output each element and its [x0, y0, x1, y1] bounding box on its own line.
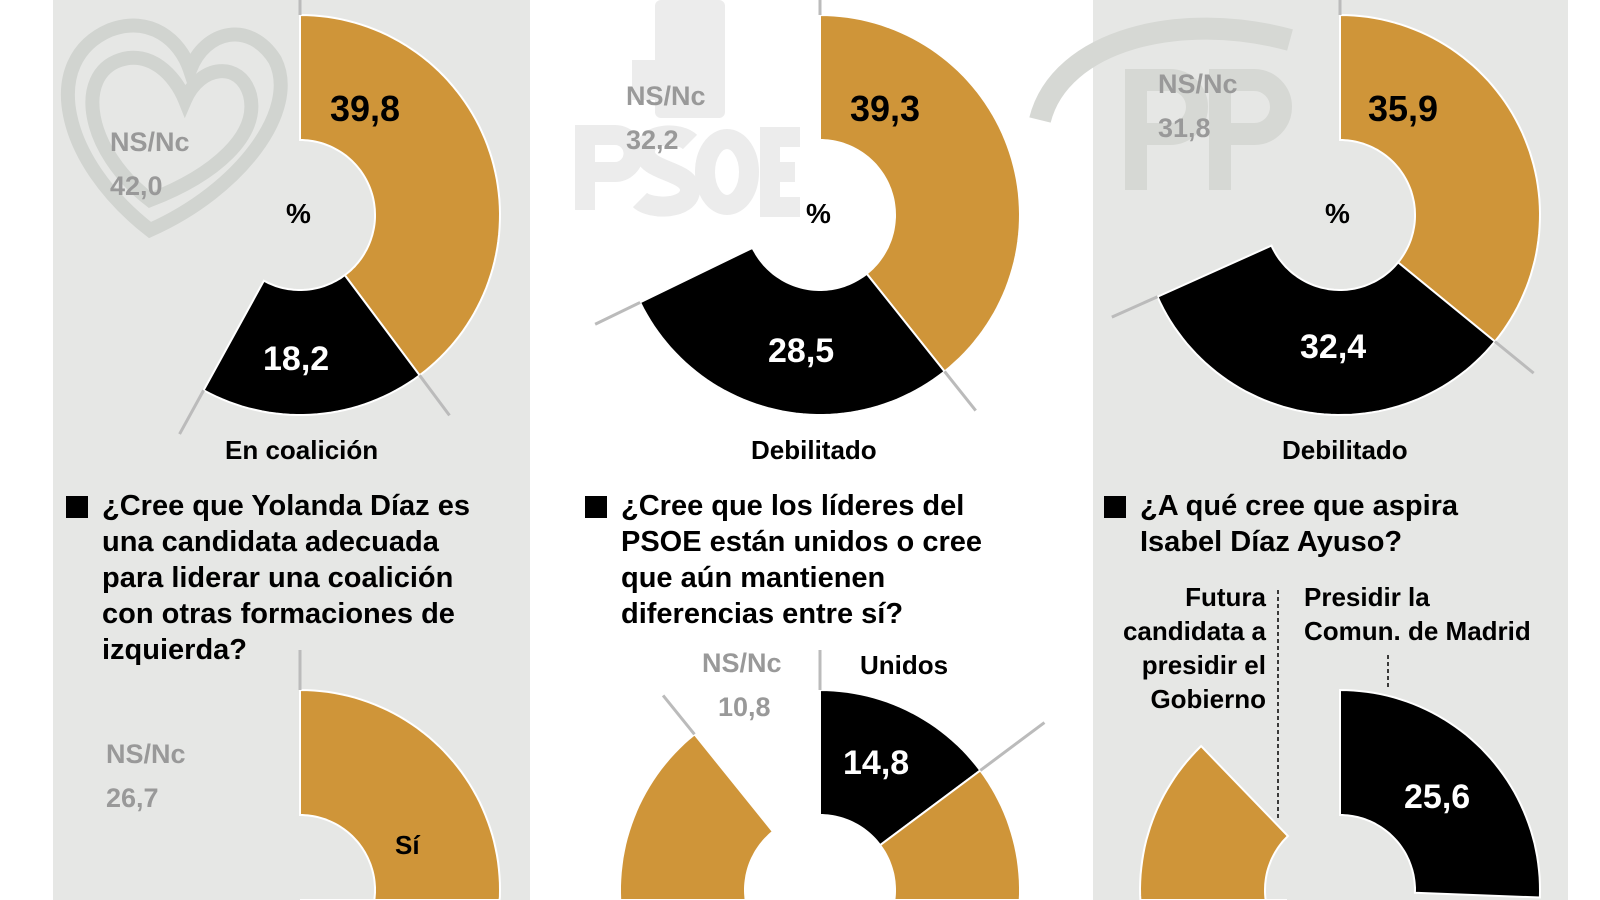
- slice-name-line: Gobierno: [1150, 684, 1266, 714]
- question-line: PSOE están unidos o cree: [621, 526, 982, 558]
- slice-label: 25,6: [1404, 778, 1471, 816]
- slice-label: 28,5: [768, 332, 835, 370]
- slice-label: 35,9: [1368, 88, 1439, 129]
- psoe-fist-rose-logo-icon: [632, 0, 725, 118]
- donut-slice: [1339, 688, 1542, 899]
- question-line: ¿A qué cree que aspira: [1140, 490, 1459, 522]
- unit-label: %: [806, 198, 831, 229]
- leader-line: [594, 301, 641, 326]
- unit-label: %: [1325, 198, 1350, 229]
- slice-name-line: candidata a: [1122, 616, 1266, 646]
- unit-label: %: [286, 198, 311, 229]
- question-ayuso: ¿A qué cree que aspira Isabel Díaz Ayuso…: [1104, 488, 1459, 560]
- slice-name-line: Comun. de Madrid: [1304, 616, 1531, 646]
- leader-line: [418, 374, 451, 417]
- question-line: ¿Cree que Yolanda Díaz es: [102, 490, 470, 522]
- question-line: Isabel Díaz Ayuso?: [1140, 526, 1403, 558]
- question-psoe: ¿Cree que los líderes del PSOE están uni…: [585, 488, 982, 632]
- nsnc-name: NS/Nc: [110, 127, 190, 157]
- category-label: Debilitado: [1282, 435, 1408, 465]
- nsnc-value: 31,8: [1158, 113, 1211, 143]
- question-line: para liderar una coalición: [102, 562, 454, 594]
- slice-label: 32,4: [1300, 328, 1367, 366]
- donut-slice: [638, 246, 947, 416]
- slice-name: Unidos: [860, 650, 949, 680]
- pp-watermark-logo: [1029, 17, 1293, 190]
- category-label: En coalición: [225, 435, 379, 465]
- category-label: Debilitado: [751, 435, 877, 465]
- question-line: ¿Cree que los líderes del: [621, 490, 965, 522]
- slice-label: 14,8: [843, 744, 910, 782]
- donut-slice: [619, 732, 1021, 900]
- heart-logo-icon: [60, 18, 288, 239]
- bullet-square-icon: [66, 496, 88, 518]
- slice-name: Sí: [395, 830, 420, 860]
- nsnc-name: NS/Nc: [702, 648, 782, 678]
- leader-line: [979, 721, 1046, 772]
- donut-slice: [202, 273, 422, 416]
- leader-line: [1111, 295, 1159, 319]
- slice-name-line: Futura: [1185, 582, 1266, 612]
- leader-line: [943, 370, 977, 412]
- nsnc-value: 42,0: [110, 171, 163, 201]
- nsnc-value: 32,2: [626, 125, 679, 155]
- slice-name-futura: Futura candidata a presidir el Gobierno: [1123, 580, 1266, 716]
- question-line: con otras formaciones de: [102, 598, 455, 630]
- nsnc-value: 26,7: [106, 783, 159, 813]
- nsnc-name: NS/Nc: [106, 739, 186, 769]
- leader-line: [1493, 340, 1535, 375]
- nsnc-name: NS/Nc: [626, 81, 706, 111]
- donut-slice: [1138, 744, 1290, 900]
- slice-label: 39,3: [850, 88, 921, 129]
- question-yolanda: ¿Cree que Yolanda Díaz es una candidata …: [66, 488, 470, 668]
- question-line: una candidata adecuada: [102, 526, 439, 558]
- bullet-square-icon: [1104, 496, 1126, 518]
- slice-name-line: Presidir la: [1304, 582, 1430, 612]
- question-line: izquierda?: [102, 634, 248, 666]
- leader-line: [661, 694, 696, 736]
- bullet-square-icon: [585, 496, 607, 518]
- question-line: diferencias entre sí?: [621, 598, 904, 630]
- slice-label: 18,2: [263, 340, 330, 378]
- donut-slice: [1156, 244, 1497, 417]
- donut-slice: [299, 688, 502, 900]
- slice-name-presidir: Presidir la Comun. de Madrid: [1304, 580, 1531, 648]
- nsnc-value: 10,8: [718, 692, 771, 722]
- leader-line: [178, 389, 205, 435]
- slice-name-line: presidir el: [1141, 650, 1266, 680]
- watermarks: [60, 18, 288, 239]
- slice-label: 39,8: [330, 88, 401, 129]
- psoe-watermark-logo: [575, 125, 800, 217]
- question-line: que aún mantienen: [621, 562, 886, 594]
- heart-logo-icon-inner: [85, 50, 259, 208]
- nsnc-name: NS/Nc: [1158, 69, 1238, 99]
